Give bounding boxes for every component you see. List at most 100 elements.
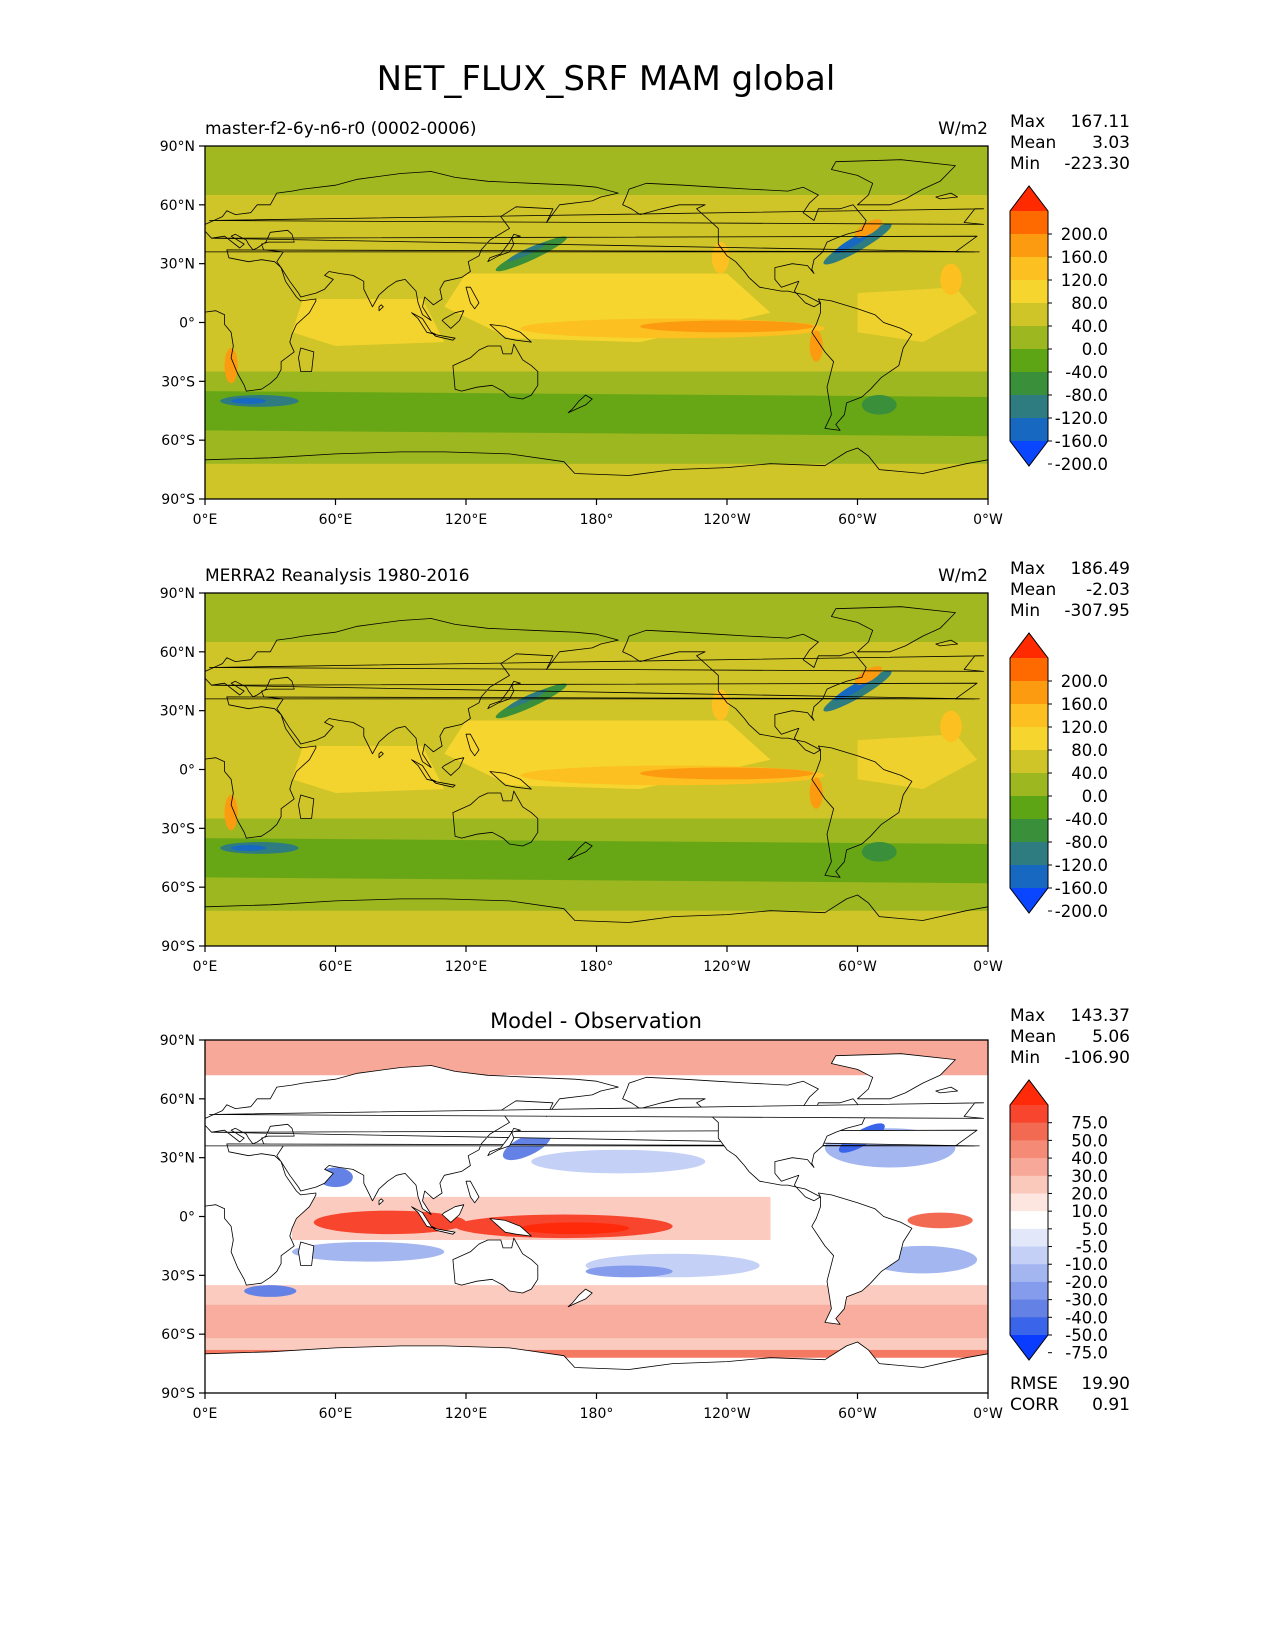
colorbar-extend-min	[1010, 1335, 1048, 1360]
lon-tick-label: 180°	[580, 512, 614, 528]
coastline	[432, 1227, 456, 1235]
lon-tick-label: 60°E	[319, 1406, 353, 1422]
coastline	[209, 1102, 984, 1119]
lat-tick-label: 60°S	[161, 1327, 195, 1343]
colorbar-tick-label: -200.0	[1055, 902, 1108, 921]
colorbar-tick-label: -80.0	[1065, 833, 1108, 852]
colorbar-bin	[1010, 326, 1048, 350]
coastline	[205, 249, 980, 392]
map-area	[205, 593, 988, 946]
lat-tick-label: 90°S	[161, 939, 195, 955]
colorbar-tick-label: -120.0	[1055, 409, 1108, 428]
lat-tick-label: 90°S	[161, 1386, 195, 1402]
coastline	[298, 794, 315, 819]
map-area	[205, 1040, 988, 1393]
colorbar-tick-label: -20.0	[1065, 1273, 1108, 1292]
lon-tick-label: 0°E	[193, 959, 218, 975]
colorbar-bin	[1010, 1175, 1048, 1194]
lat-tick-label: 90°S	[161, 492, 195, 508]
coastline	[489, 324, 532, 343]
canary-upwelling	[940, 710, 962, 743]
colorbar-tick-label: 120.0	[1061, 718, 1108, 737]
coastline	[209, 208, 984, 225]
california-upwelling	[711, 689, 730, 721]
coastline	[378, 751, 384, 759]
coastline	[432, 780, 456, 788]
colorbar: 200.0 160.0 120.0 80.0 40.0 0.0 -40.0 -80.0 -120…	[1009, 185, 1108, 474]
coastline	[205, 1341, 988, 1393]
south-pacific-negative-core	[585, 1265, 673, 1278]
stats-box: Max 143.37 Mean 5.06 Min -106.90	[1010, 1006, 1130, 1068]
stat-label: Max	[1010, 112, 1045, 132]
colorbar-bin	[1010, 395, 1048, 419]
lon-tick-label: 180°	[580, 1406, 614, 1422]
coastline	[465, 733, 480, 757]
colorbar-tick-label: -120.0	[1055, 856, 1108, 875]
lon-tick-label: 120°W	[703, 959, 751, 975]
colorbar-bin	[1010, 234, 1048, 258]
peru-upwelling	[809, 777, 823, 809]
panel-units: W/m2	[938, 119, 988, 139]
colorbar-tick-label: 0.0	[1082, 787, 1108, 806]
lon-tick-label: 0°W	[973, 1406, 1003, 1422]
stats-box: Max 167.11 Mean 3.03 Min -223.30	[1010, 112, 1130, 174]
tropical-warm-atlantic	[857, 287, 978, 343]
coastline	[209, 655, 984, 672]
coastline	[205, 447, 988, 499]
stat-label: Max	[1010, 1006, 1045, 1026]
benguela-upwelling	[224, 347, 238, 384]
coastline	[205, 696, 980, 839]
colorbar-bin	[1010, 280, 1048, 304]
colorbar-tick-label: 10.0	[1071, 1202, 1108, 1221]
equatorial-cold-tongue-core	[640, 320, 814, 333]
panel-model: master-f2-6y-n6-r0 (0002-0006) W/m2 90°N…	[160, 112, 1130, 528]
map-axes: 90°N 60°N 30°N 0° 30°S 60°S 90°S 0°E 60°E 120°E 18…	[160, 139, 1003, 528]
coastline	[298, 347, 315, 372]
equatorial-cold-tongue-core	[640, 767, 814, 780]
colorbar-tick-label: -200.0	[1055, 455, 1108, 474]
lat-tick-label: 30°N	[160, 1151, 195, 1167]
stat-value: 5.06	[1092, 1027, 1130, 1047]
colorbar-tick-label: 0.0	[1082, 340, 1108, 359]
southern-positive-core	[205, 1304, 988, 1339]
kuroshio	[495, 236, 567, 272]
colorbar-bin	[1010, 418, 1048, 442]
kuroshio	[495, 683, 567, 719]
colorbar-bin	[1010, 704, 1048, 728]
colorbar-tick-label: -80.0	[1065, 386, 1108, 405]
coastline	[432, 333, 456, 341]
brazil-malvinas	[861, 842, 897, 862]
colorbar-bin	[1010, 1193, 1048, 1212]
coastline	[465, 286, 480, 310]
coastline	[831, 159, 956, 206]
coastline	[452, 343, 539, 400]
colorbar-bin	[1010, 1264, 1048, 1283]
colorbar-tick-label: -40.0	[1065, 810, 1108, 829]
stat-value: 19.90	[1081, 1374, 1130, 1394]
lon-tick-label: 120°W	[703, 1406, 751, 1422]
colorbar-tick-label: 75.0	[1071, 1114, 1108, 1133]
lat-tick-label: 0°	[179, 763, 195, 779]
colorbar-extend-min	[1010, 441, 1048, 466]
band-arctic	[205, 593, 988, 642]
colorbar-bin	[1010, 1281, 1048, 1301]
coastline	[567, 841, 593, 861]
lat-tick-label: 60°S	[161, 433, 195, 449]
stat-label: Min	[1010, 154, 1040, 174]
coastline	[489, 771, 532, 790]
lon-tick-label: 120°W	[703, 512, 751, 528]
colorbar-tick-label: 80.0	[1071, 741, 1108, 760]
stat-value: -223.30	[1064, 154, 1130, 174]
coastline	[567, 394, 593, 414]
colorbar-bin	[1010, 1105, 1048, 1124]
lon-tick-label: 0°W	[973, 512, 1003, 528]
stat-label: CORR	[1010, 1395, 1059, 1415]
colorbar-bin	[1010, 727, 1048, 751]
coastline	[205, 171, 978, 321]
lon-tick-label: 120°E	[445, 512, 488, 528]
pacific-warm-bias-core	[520, 1222, 630, 1235]
panel-obs: MERRA2 Reanalysis 1980-2016 W/m2 90°N 60°…	[160, 559, 1130, 975]
lat-tick-label: 30°N	[160, 257, 195, 273]
tropical-warm-indian	[292, 299, 445, 346]
